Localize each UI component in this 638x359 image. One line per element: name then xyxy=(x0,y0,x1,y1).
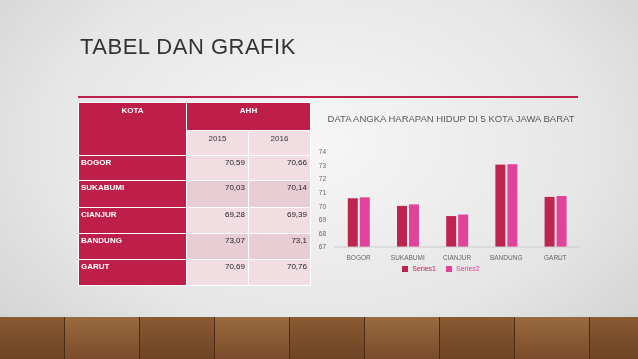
html-text:AHH: AHH xyxy=(239,106,258,115)
html-text:TABEL DAN GRAFIK: TABEL DAN GRAFIK xyxy=(80,34,296,59)
html-text:70,66: 70,66 xyxy=(287,158,307,167)
svg-text:73: 73 xyxy=(319,162,327,169)
html-text:DATA ANGKA HARAPAN HIDUP DI 5: DATA ANGKA HARAPAN HIDUP DI 5 KOTA JAWA … xyxy=(327,113,575,124)
svg-text:72: 72 xyxy=(319,175,327,182)
html-text:73,1: 73,1 xyxy=(291,236,307,245)
html-text:70,69: 70,69 xyxy=(225,262,245,271)
svg-text:BOGOR: BOGOR xyxy=(346,254,371,261)
html-text:BANDUNG: BANDUNG xyxy=(81,236,122,245)
svg-text:71: 71 xyxy=(319,189,327,196)
html-text:69,28: 69,28 xyxy=(225,210,245,219)
html-text:70,03: 70,03 xyxy=(225,183,245,192)
html-text:2016: 2016 xyxy=(270,134,289,143)
html-text:GARUT: GARUT xyxy=(81,262,110,271)
html-text:Series1: Series1 xyxy=(412,265,436,272)
svg-text:74: 74 xyxy=(319,148,327,155)
svg-text:69: 69 xyxy=(319,216,327,223)
svg-text:67: 67 xyxy=(319,243,327,250)
html-text:CIANJUR: CIANJUR xyxy=(81,210,117,219)
html-text:70,14: 70,14 xyxy=(287,183,307,192)
html-text:73,07: 73,07 xyxy=(225,236,245,245)
html-text:Series2: Series2 xyxy=(456,265,480,272)
html-text:BOGOR: BOGOR xyxy=(81,158,112,167)
svg-text:GARUT: GARUT xyxy=(544,254,567,261)
svg-text:68: 68 xyxy=(319,230,327,237)
html-text:70,76: 70,76 xyxy=(287,262,307,271)
html-text:70,59: 70,59 xyxy=(225,158,245,167)
svg-text:BANDUNG: BANDUNG xyxy=(490,254,523,261)
html-text:KOTA: KOTA xyxy=(121,106,144,115)
svg-text:70: 70 xyxy=(319,203,327,210)
html-text:2015: 2015 xyxy=(208,134,227,143)
html-text:SUKABUMI: SUKABUMI xyxy=(81,183,125,192)
svg-text:SUKABUMI: SUKABUMI xyxy=(391,254,425,261)
svg-text:CIANJUR: CIANJUR xyxy=(443,254,471,261)
html-text:69,39: 69,39 xyxy=(287,210,307,219)
